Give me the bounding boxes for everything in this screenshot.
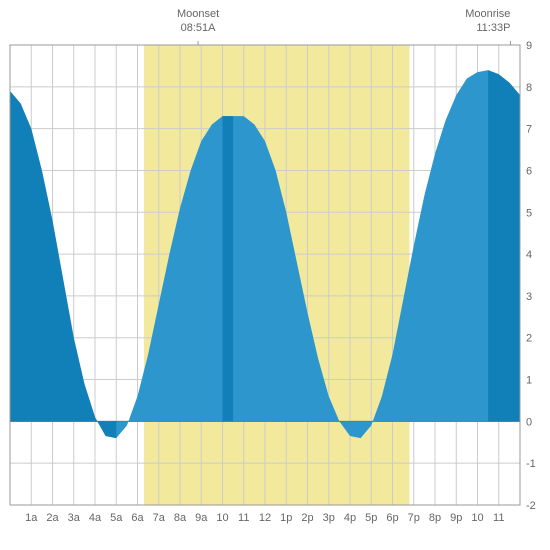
x-tick-label: 5a <box>110 512 123 524</box>
x-tick-label: 8a <box>174 512 187 524</box>
x-tick-label: 3a <box>68 512 81 524</box>
chart-svg: -2-101234567891a2a3a4a5a6a7a8a9a1011121p… <box>0 0 550 550</box>
y-tick-label: 2 <box>526 333 532 345</box>
x-tick-label: 10 <box>216 512 228 524</box>
x-tick-label: 2a <box>46 512 59 524</box>
x-tick-label: 7a <box>153 512 166 524</box>
y-tick-label: 6 <box>526 165 532 177</box>
tide-area-desc <box>488 70 520 421</box>
x-tick-label: 9p <box>450 512 462 524</box>
x-tick-label: 6p <box>386 512 398 524</box>
y-tick-label: 4 <box>526 249 532 261</box>
y-tick-label: 7 <box>526 124 532 136</box>
tide-chart: -2-101234567891a2a3a4a5a6a7a8a9a1011121p… <box>0 0 550 550</box>
tide-area-desc <box>223 116 234 421</box>
moonset-title: Moonset <box>177 8 219 20</box>
x-tick-label: 4a <box>89 512 102 524</box>
y-tick-label: -1 <box>526 458 536 470</box>
x-tick-label: 9a <box>195 512 208 524</box>
moonrise-time: 11:33P <box>476 22 510 34</box>
y-tick-label: 9 <box>526 40 532 52</box>
moonset-time: 08:51A <box>181 22 217 34</box>
x-tick-label: 7p <box>408 512 420 524</box>
y-tick-label: 1 <box>526 375 532 387</box>
x-tick-label: 3p <box>323 512 335 524</box>
x-tick-label: 4p <box>344 512 356 524</box>
x-tick-label: 10 <box>471 512 483 524</box>
x-tick-label: 11 <box>493 512 504 524</box>
x-tick-label: 1p <box>280 512 292 524</box>
x-tick-label: 2p <box>301 512 313 524</box>
y-tick-label: 8 <box>526 82 532 94</box>
x-tick-label: 6a <box>131 512 144 524</box>
x-tick-label: 5p <box>365 512 377 524</box>
x-tick-label: 11 <box>238 512 249 524</box>
x-tick-label: 1a <box>25 512 38 524</box>
y-tick-label: 0 <box>526 416 532 428</box>
y-tick-label: 3 <box>526 291 532 303</box>
x-tick-label: 12 <box>259 512 271 524</box>
y-tick-label: -2 <box>526 500 536 512</box>
tide-area-desc <box>10 91 116 438</box>
y-tick-label: 5 <box>526 207 532 219</box>
x-tick-label: 8p <box>429 512 441 524</box>
moonrise-title: Moonrise <box>465 8 510 20</box>
